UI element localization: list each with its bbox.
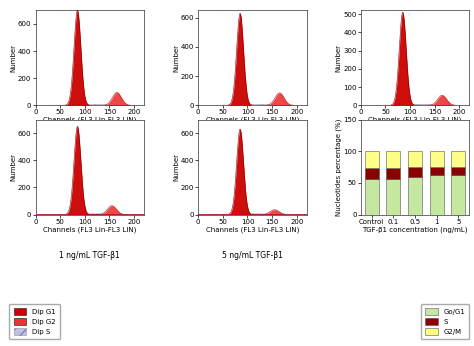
Bar: [451, 167, 465, 175]
Bar: [386, 168, 401, 179]
Text: 0.1 ng/mL TGF-β1: 0.1 ng/mL TGF-β1: [219, 142, 286, 151]
X-axis label: Channels (FL3 Lin-FL3 LIN): Channels (FL3 Lin-FL3 LIN): [206, 117, 299, 124]
Y-axis label: Number: Number: [173, 153, 179, 181]
X-axis label: Channels (FL3 Lin-FL3 LIN): Channels (FL3 Lin-FL3 LIN): [206, 226, 299, 233]
Y-axis label: Number: Number: [10, 44, 17, 72]
X-axis label: TGF-β1 concentration (ng/mL): TGF-β1 concentration (ng/mL): [362, 226, 468, 233]
Bar: [365, 179, 379, 215]
Legend: Go/G1, S, G2/M: Go/G1, S, G2/M: [421, 304, 469, 339]
Bar: [408, 167, 422, 176]
Y-axis label: Number: Number: [173, 44, 179, 72]
Y-axis label: Nucleotides percentage (%): Nucleotides percentage (%): [335, 118, 342, 216]
Bar: [430, 175, 444, 215]
X-axis label: Channels (FL3 Lin-FL3 LIN): Channels (FL3 Lin-FL3 LIN): [43, 226, 137, 233]
Text: Control: Control: [76, 142, 104, 151]
Bar: [451, 175, 465, 215]
Text: 5 ng/mL TGF-β1: 5 ng/mL TGF-β1: [222, 251, 283, 260]
Bar: [386, 151, 401, 168]
Bar: [408, 176, 422, 215]
X-axis label: Channels (FL3 Lin-FL3 LIN): Channels (FL3 Lin-FL3 LIN): [368, 117, 462, 124]
Text: 0.5 ng/mL TGF-β1: 0.5 ng/mL TGF-β1: [381, 142, 449, 151]
Bar: [430, 167, 444, 175]
Bar: [365, 151, 379, 168]
Legend: Dip G1, Dip G2, Dip S: Dip G1, Dip G2, Dip S: [9, 304, 60, 339]
Y-axis label: Number: Number: [336, 44, 342, 72]
Bar: [451, 151, 465, 167]
Bar: [386, 179, 401, 215]
Y-axis label: Number: Number: [10, 153, 17, 181]
Bar: [365, 168, 379, 179]
X-axis label: Channels (FL3 Lin-FL3 LIN): Channels (FL3 Lin-FL3 LIN): [43, 117, 137, 124]
Bar: [408, 151, 422, 167]
Text: 1 ng/mL TGF-β1: 1 ng/mL TGF-β1: [59, 251, 120, 260]
Bar: [430, 151, 444, 167]
